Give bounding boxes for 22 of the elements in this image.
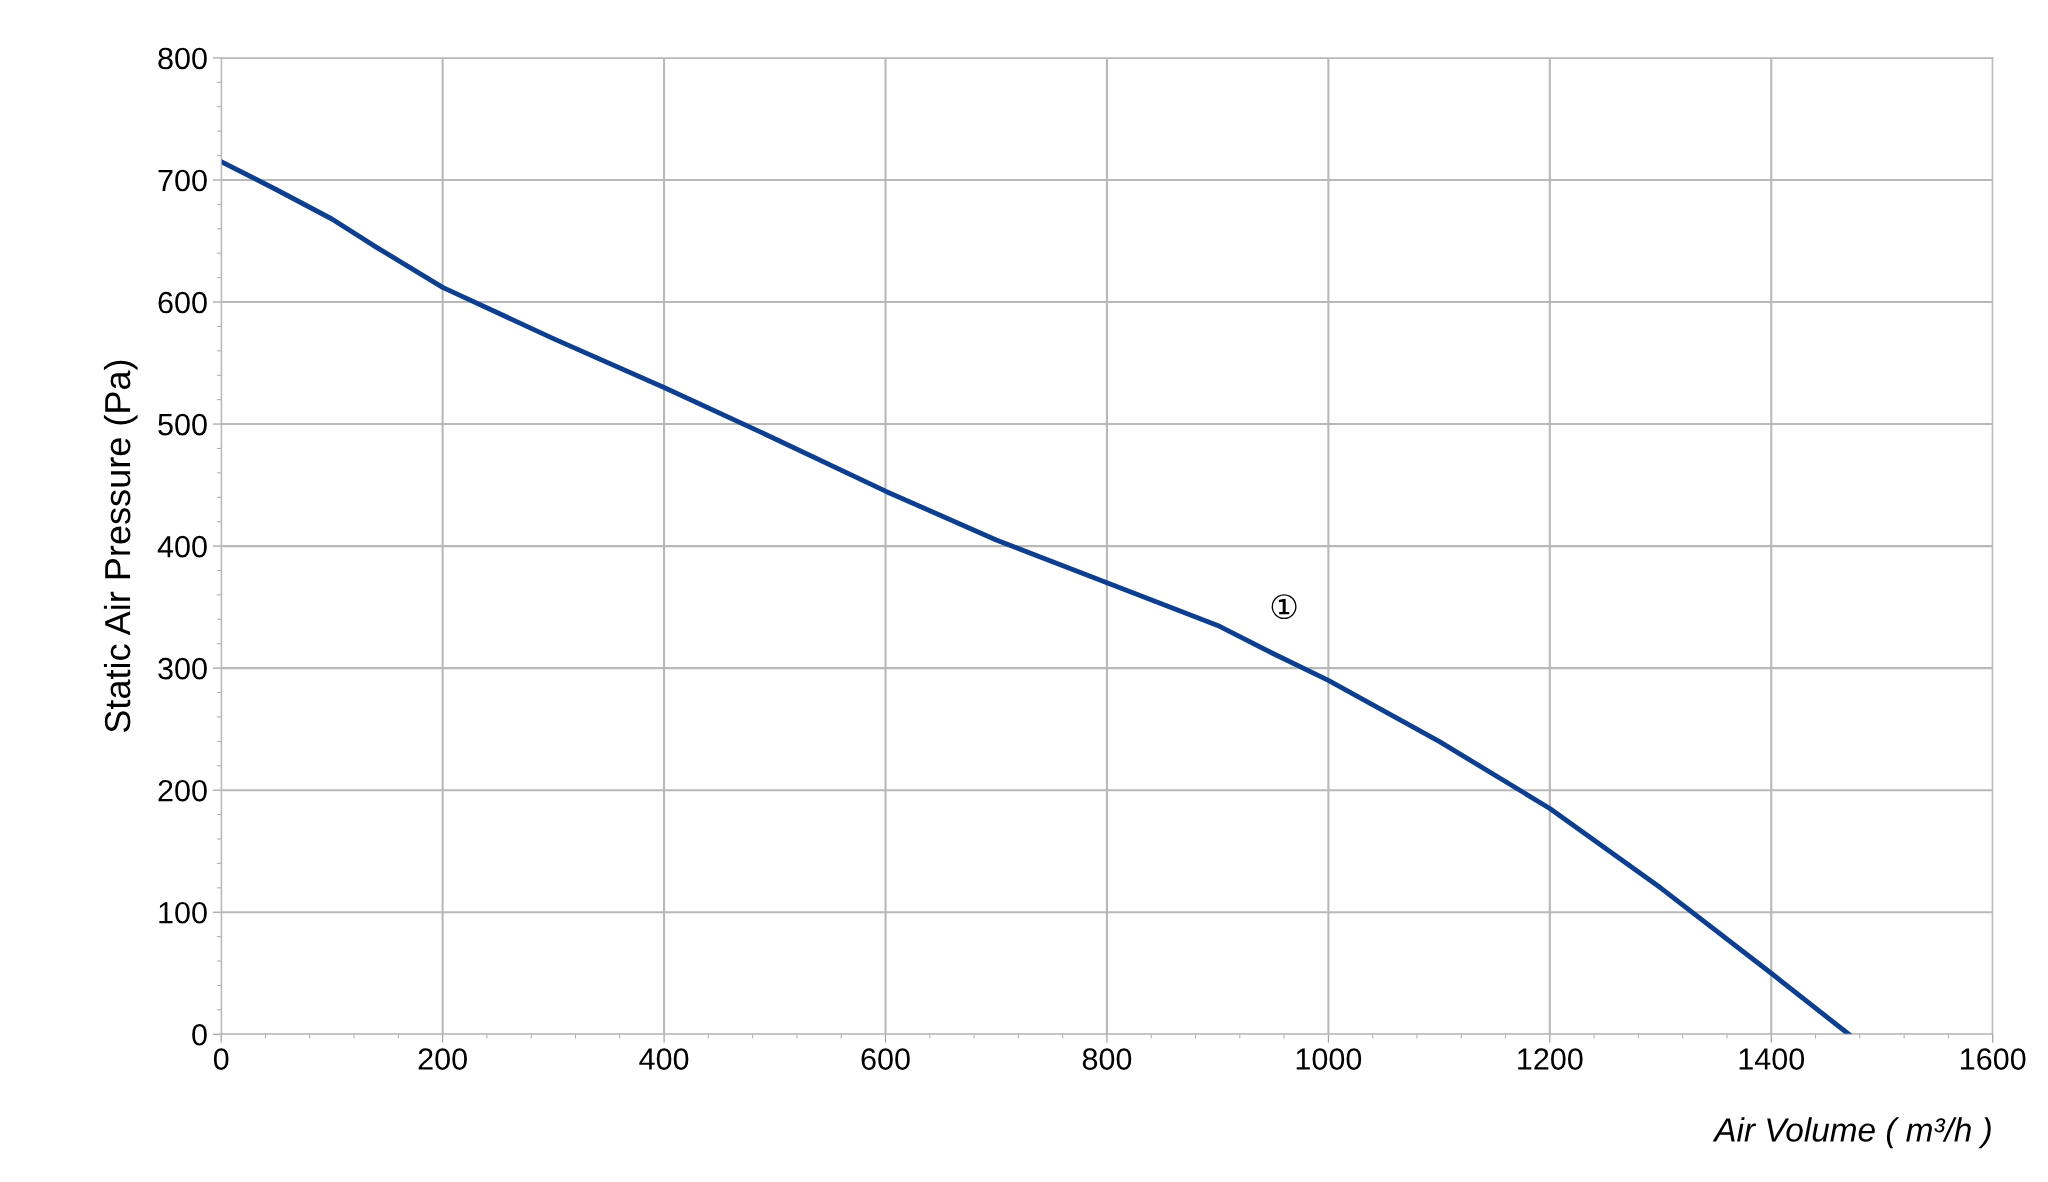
x-axis-title: Air Volume ( m³/h ) bbox=[1712, 1117, 1991, 1149]
y-axis-title: Static Air Pressure (Pa) bbox=[103, 360, 138, 733]
y-tick-label: 0 bbox=[192, 1023, 207, 1046]
x-tick-label: 400 bbox=[639, 1048, 689, 1070]
y-tick-label: 200 bbox=[158, 779, 207, 802]
x-tick-label: 0 bbox=[213, 1048, 229, 1070]
x-tick-label: 1400 bbox=[1739, 1048, 1805, 1070]
x-tick-label: 1600 bbox=[1961, 1048, 2026, 1070]
y-tick-label: 100 bbox=[159, 901, 207, 924]
x-tick-label: 200 bbox=[418, 1048, 467, 1070]
y-tick-label: 600 bbox=[158, 291, 207, 314]
annotation: ① bbox=[1271, 594, 1297, 620]
x-tick-label: 600 bbox=[861, 1048, 910, 1070]
x-tick-label: 800 bbox=[1082, 1048, 1132, 1070]
y-tick-label: 800 bbox=[158, 47, 207, 70]
x-tick-label: 1200 bbox=[1518, 1048, 1583, 1070]
x-tick-label: 1000 bbox=[1296, 1048, 1362, 1070]
y-tick-label: 700 bbox=[158, 169, 207, 192]
line-series bbox=[221, 159, 1852, 1035]
y-tick-label: 500 bbox=[158, 413, 207, 436]
y-tick-label: 300 bbox=[158, 657, 207, 680]
y-tick-label: 400 bbox=[157, 535, 207, 558]
